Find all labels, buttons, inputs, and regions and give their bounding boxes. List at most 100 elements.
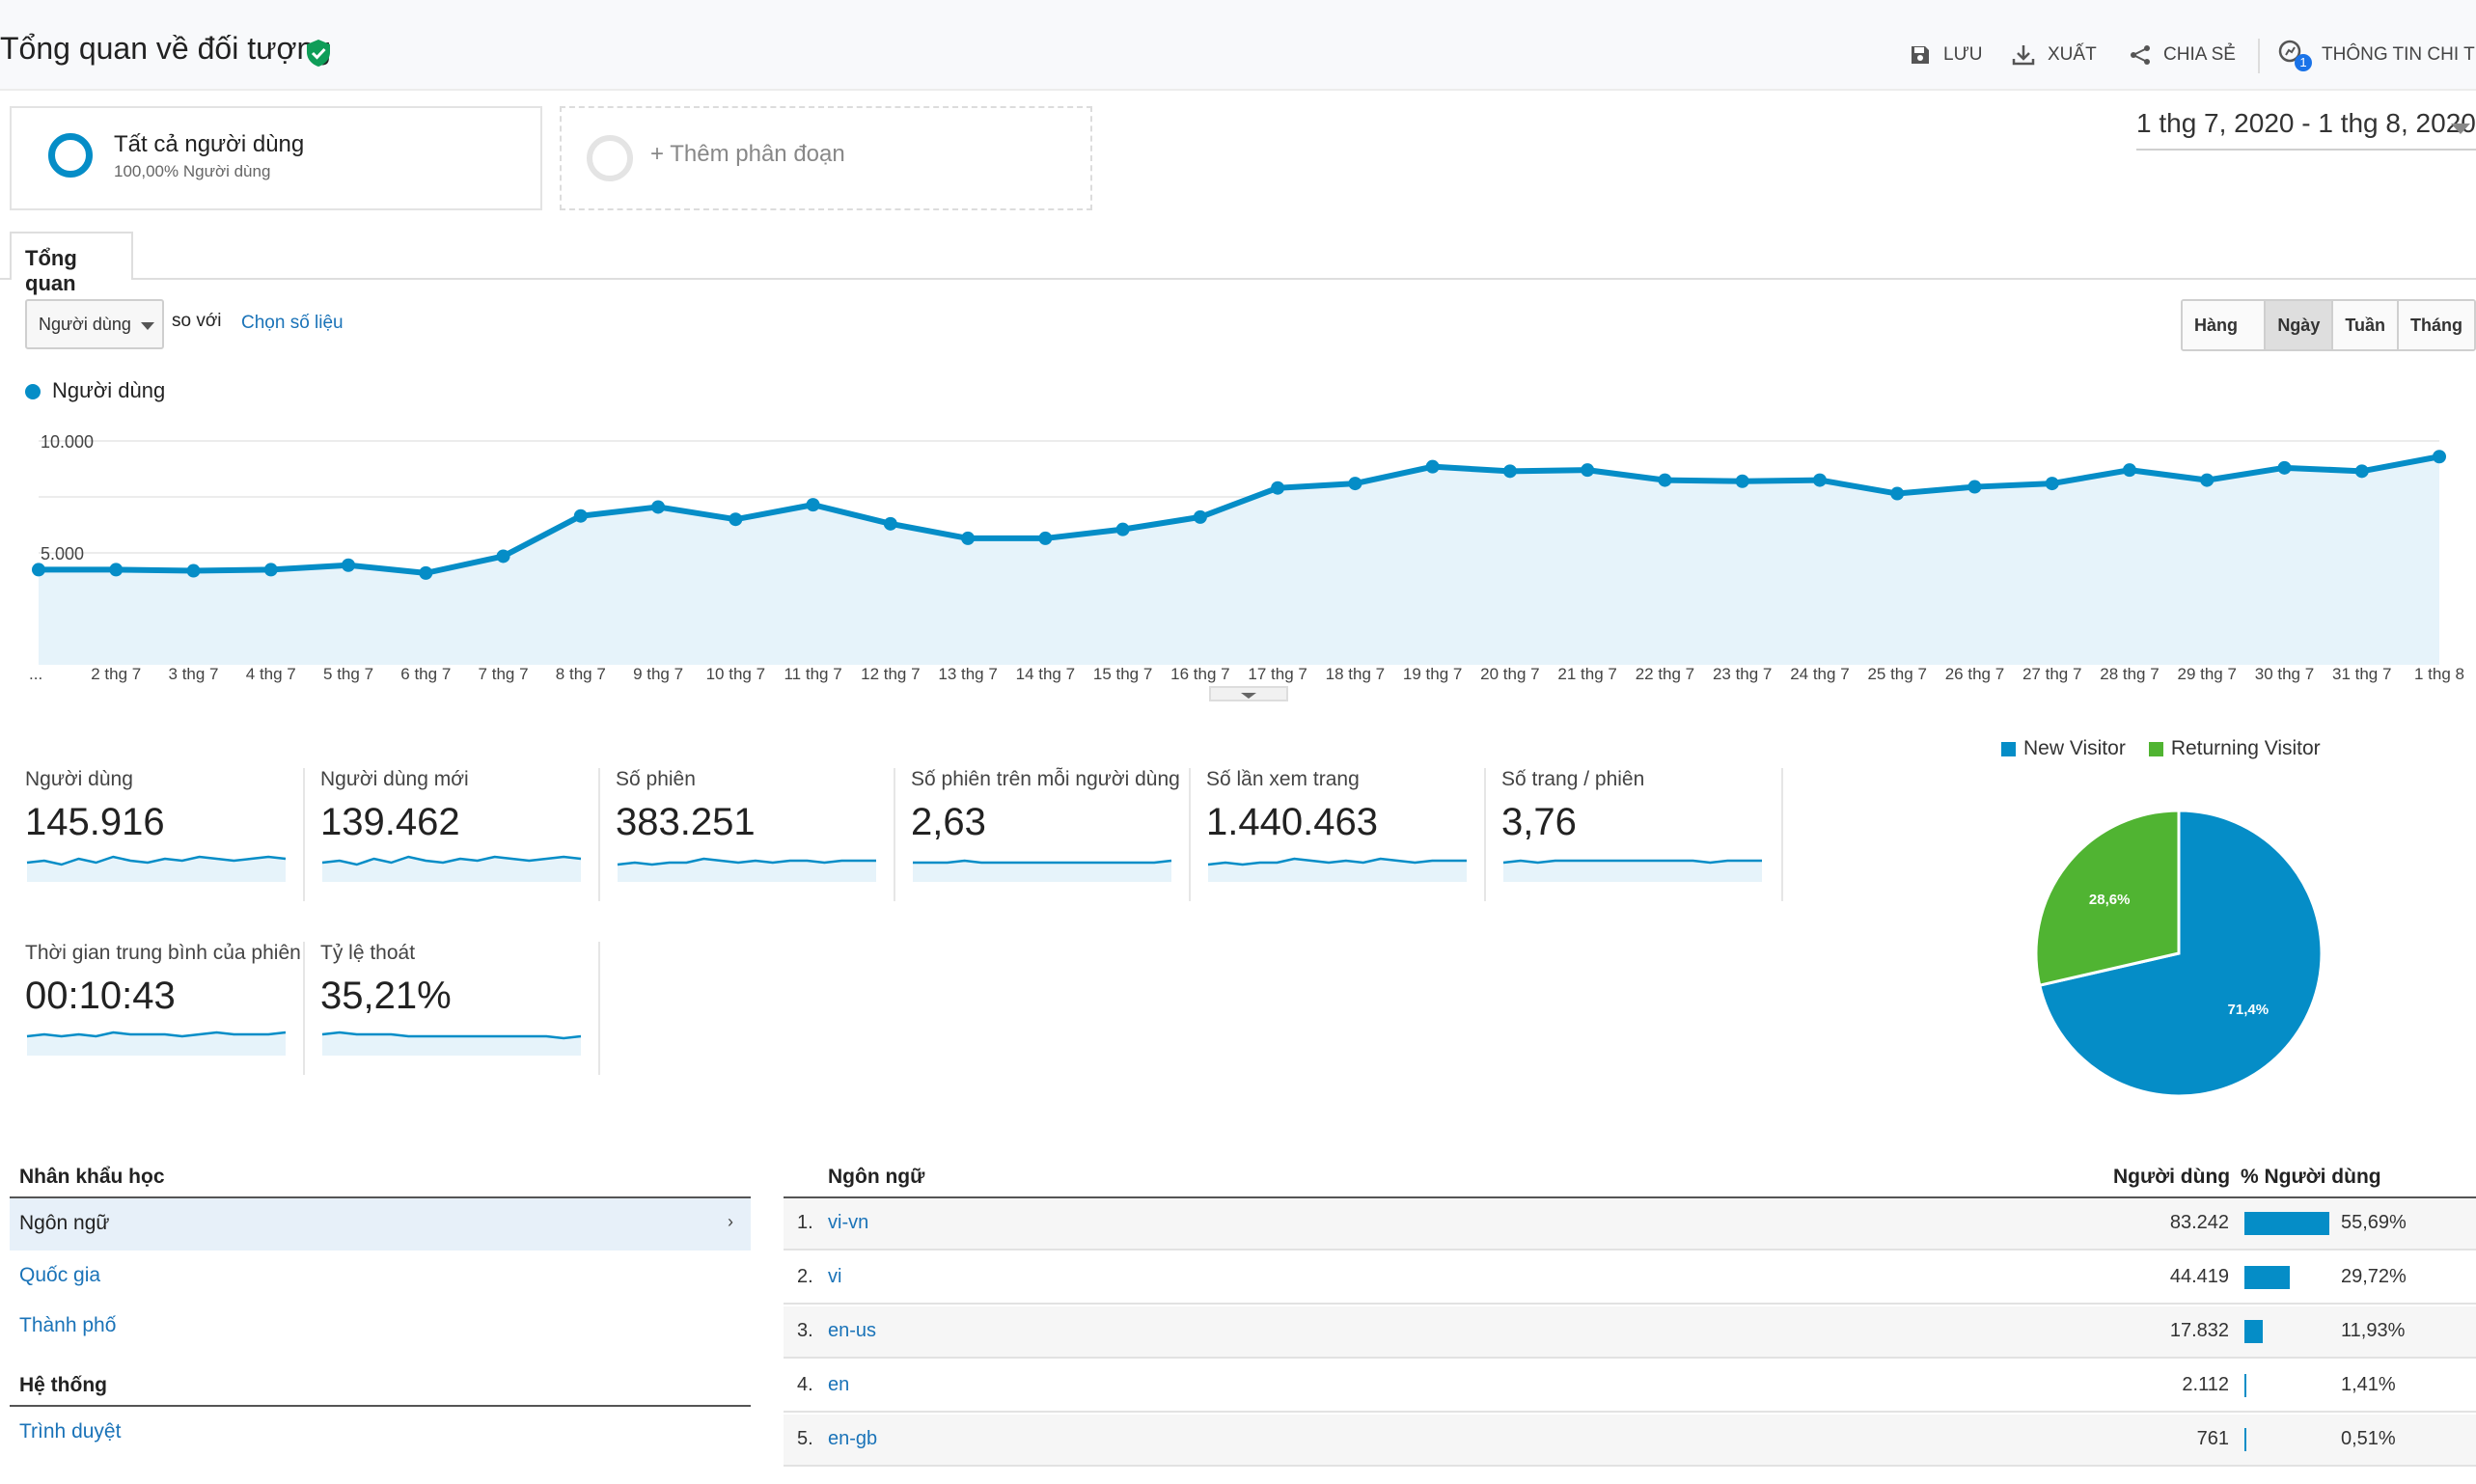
add-segment-button[interactable]: + Thêm phân đoạn <box>560 106 1092 210</box>
data-point-13 <box>1038 531 1053 545</box>
x-tick-label-24: 25 thg 7 <box>1867 665 1926 683</box>
column-header-users[interactable]: Người dùng <box>2113 1166 2231 1188</box>
pie-slice-0 <box>2037 809 2324 1098</box>
period-button-3[interactable]: Tháng <box>2397 301 2474 349</box>
x-tick-label-1: 2 thg 7 <box>91 665 141 683</box>
date-range-underline <box>2136 149 2476 151</box>
scorecard-value: 3,76 <box>1501 801 1577 843</box>
pie-legend-item[interactable]: New Visitor <box>2001 737 2126 760</box>
scorecard-divider <box>894 768 895 901</box>
column-header-pct-users[interactable]: % Người dùng <box>2241 1166 2381 1188</box>
data-point-27 <box>2122 463 2136 478</box>
table-row[interactable]: 3. en-us 17.832 11,93% <box>784 1306 2476 1359</box>
nav-header-system: Hệ thống <box>19 1374 107 1396</box>
table-row[interactable]: 4. en 2.112 1,41% <box>784 1360 2476 1413</box>
scorecard-sparkline <box>617 857 876 882</box>
scorecard-divider <box>303 942 305 1075</box>
row-index: 2. <box>797 1266 813 1287</box>
scorecard-value: 145.916 <box>25 801 165 843</box>
data-point-30 <box>2354 464 2369 479</box>
language-link[interactable]: en <box>828 1374 850 1395</box>
scorecard-divider <box>1189 768 1191 901</box>
x-tick-label-3: 4 thg 7 <box>246 665 296 683</box>
insights-button[interactable]: 1 THÔNG TIN CHI TIẾT <box>2277 39 2476 71</box>
scorecard-value: 1.440.463 <box>1206 801 1378 843</box>
tab-overview[interactable]: Tổng quan <box>10 232 133 295</box>
x-tick-label-14: 15 thg 7 <box>1093 665 1152 683</box>
download-icon <box>2012 45 2035 66</box>
data-point-21 <box>1658 473 1672 487</box>
sparkline-area <box>27 1032 286 1056</box>
chevron-down-icon[interactable] <box>2451 124 2470 134</box>
x-tick-label-25: 26 thg 7 <box>1945 665 2004 683</box>
share-label: CHIA SẺ <box>2163 44 2236 65</box>
choose-metric-link[interactable]: Chọn số liệu <box>241 313 344 333</box>
sparkline-line <box>913 859 1172 865</box>
metric-select[interactable]: Người dùng <box>25 299 164 349</box>
chevron-right-icon: › <box>728 1212 733 1231</box>
users-value: 17.832 <box>2169 1320 2229 1341</box>
pct-value: 1,41% <box>2341 1374 2396 1395</box>
pct-value: 11,93% <box>2341 1320 2406 1341</box>
sparkline-line <box>26 1031 287 1038</box>
data-point-8 <box>651 500 666 514</box>
sparkline-line <box>321 855 582 866</box>
scorecard-sparkline <box>321 855 582 882</box>
period-button-2[interactable]: Tuần <box>2331 301 2397 349</box>
x-tick-label-0: ... <box>29 665 42 683</box>
series-legend-label: Người dùng <box>52 378 166 402</box>
table-row[interactable]: 5. en-gb 761 0,51% <box>784 1415 2476 1467</box>
pie-slice-label-0: 71,4% <box>2228 1002 2270 1018</box>
sparkline-line <box>1207 857 1467 866</box>
nav-link-browser[interactable]: Trình duyệt <box>19 1420 122 1443</box>
date-range-picker[interactable]: 1 thg 7, 2020 - 1 thg 8, 2020 <box>2136 108 2476 138</box>
save-button[interactable]: LƯU <box>1909 41 1983 69</box>
scorecard-label: Tỷ lệ thoát <box>320 942 416 964</box>
language-link[interactable]: en-us <box>828 1320 877 1341</box>
pct-bar <box>2244 1212 2329 1235</box>
data-point-26 <box>2045 477 2059 491</box>
users-line-chart: 10.000 5.000... 2 thg 7 3 thg 7 4 thg 7 5 thg… <box>29 432 2464 701</box>
x-tick-label-17: 18 thg 7 <box>1326 665 1385 683</box>
insights-icon: 1 <box>2277 39 2312 71</box>
data-point-12 <box>961 531 976 545</box>
period-button-1[interactable]: Ngày <box>2264 301 2332 349</box>
language-link[interactable]: vi-vn <box>828 1212 869 1233</box>
table-row[interactable]: 1. vi-vn 83.242 55,69% <box>784 1198 2476 1250</box>
x-tick-label-29: 30 thg 7 <box>2255 665 2314 683</box>
scorecard-label: Người dùng <box>25 768 133 790</box>
scorecard-label: Số phiên <box>616 768 696 790</box>
y-tick-label-1: 5.000 <box>41 544 84 563</box>
table-row[interactable]: 2. vi 44.419 29,72% <box>784 1252 2476 1305</box>
segment-name: Tất cả người dùng <box>114 131 305 157</box>
x-tick-label-30: 31 thg 7 <box>2332 665 2391 683</box>
language-link[interactable]: en-gb <box>828 1428 878 1449</box>
scorecard-label: Số phiên trên mỗi người dùng <box>911 768 1180 790</box>
x-tick-label-8: 9 thg 7 <box>633 665 683 683</box>
users-value: 2.112 <box>2182 1374 2229 1395</box>
nav-link-city[interactable]: Thành phố <box>19 1314 117 1336</box>
segment-all-users[interactable]: Tất cả người dùng 100,00% Người dùng <box>10 106 542 210</box>
scorecard-divider <box>598 942 600 1075</box>
save-icon <box>1912 46 1929 64</box>
pie-legend-item[interactable]: Returning Visitor <box>2148 737 2321 760</box>
pct-bar <box>2244 1320 2263 1343</box>
nav-link-country[interactable]: Quốc gia <box>19 1264 101 1286</box>
x-tick-label-19: 20 thg 7 <box>1480 665 1539 683</box>
share-button[interactable]: CHIA SẺ <box>2129 41 2236 69</box>
period-button-0[interactable]: Hàng giờ <box>2183 301 2265 349</box>
language-link[interactable]: vi <box>828 1266 842 1287</box>
x-tick-label-21: 22 thg 7 <box>1636 665 1694 683</box>
pct-bar <box>2244 1266 2290 1289</box>
x-tick-label-27: 28 thg 7 <box>2100 665 2159 683</box>
column-header-language[interactable]: Ngôn ngữ <box>828 1166 925 1188</box>
pie-slice-1 <box>2034 809 2181 987</box>
data-point-3 <box>263 563 278 577</box>
data-point-28 <box>2200 473 2215 487</box>
scorecard-value: 00:10:43 <box>25 975 176 1017</box>
export-button[interactable]: XUẤT <box>2011 41 2097 69</box>
insights-label: THÔNG TIN CHI TIẾT <box>2322 44 2476 65</box>
nav-item-language[interactable]: Ngôn ngữ › <box>10 1198 751 1250</box>
data-point-17 <box>1348 477 1362 491</box>
caret-down-icon <box>141 322 154 330</box>
